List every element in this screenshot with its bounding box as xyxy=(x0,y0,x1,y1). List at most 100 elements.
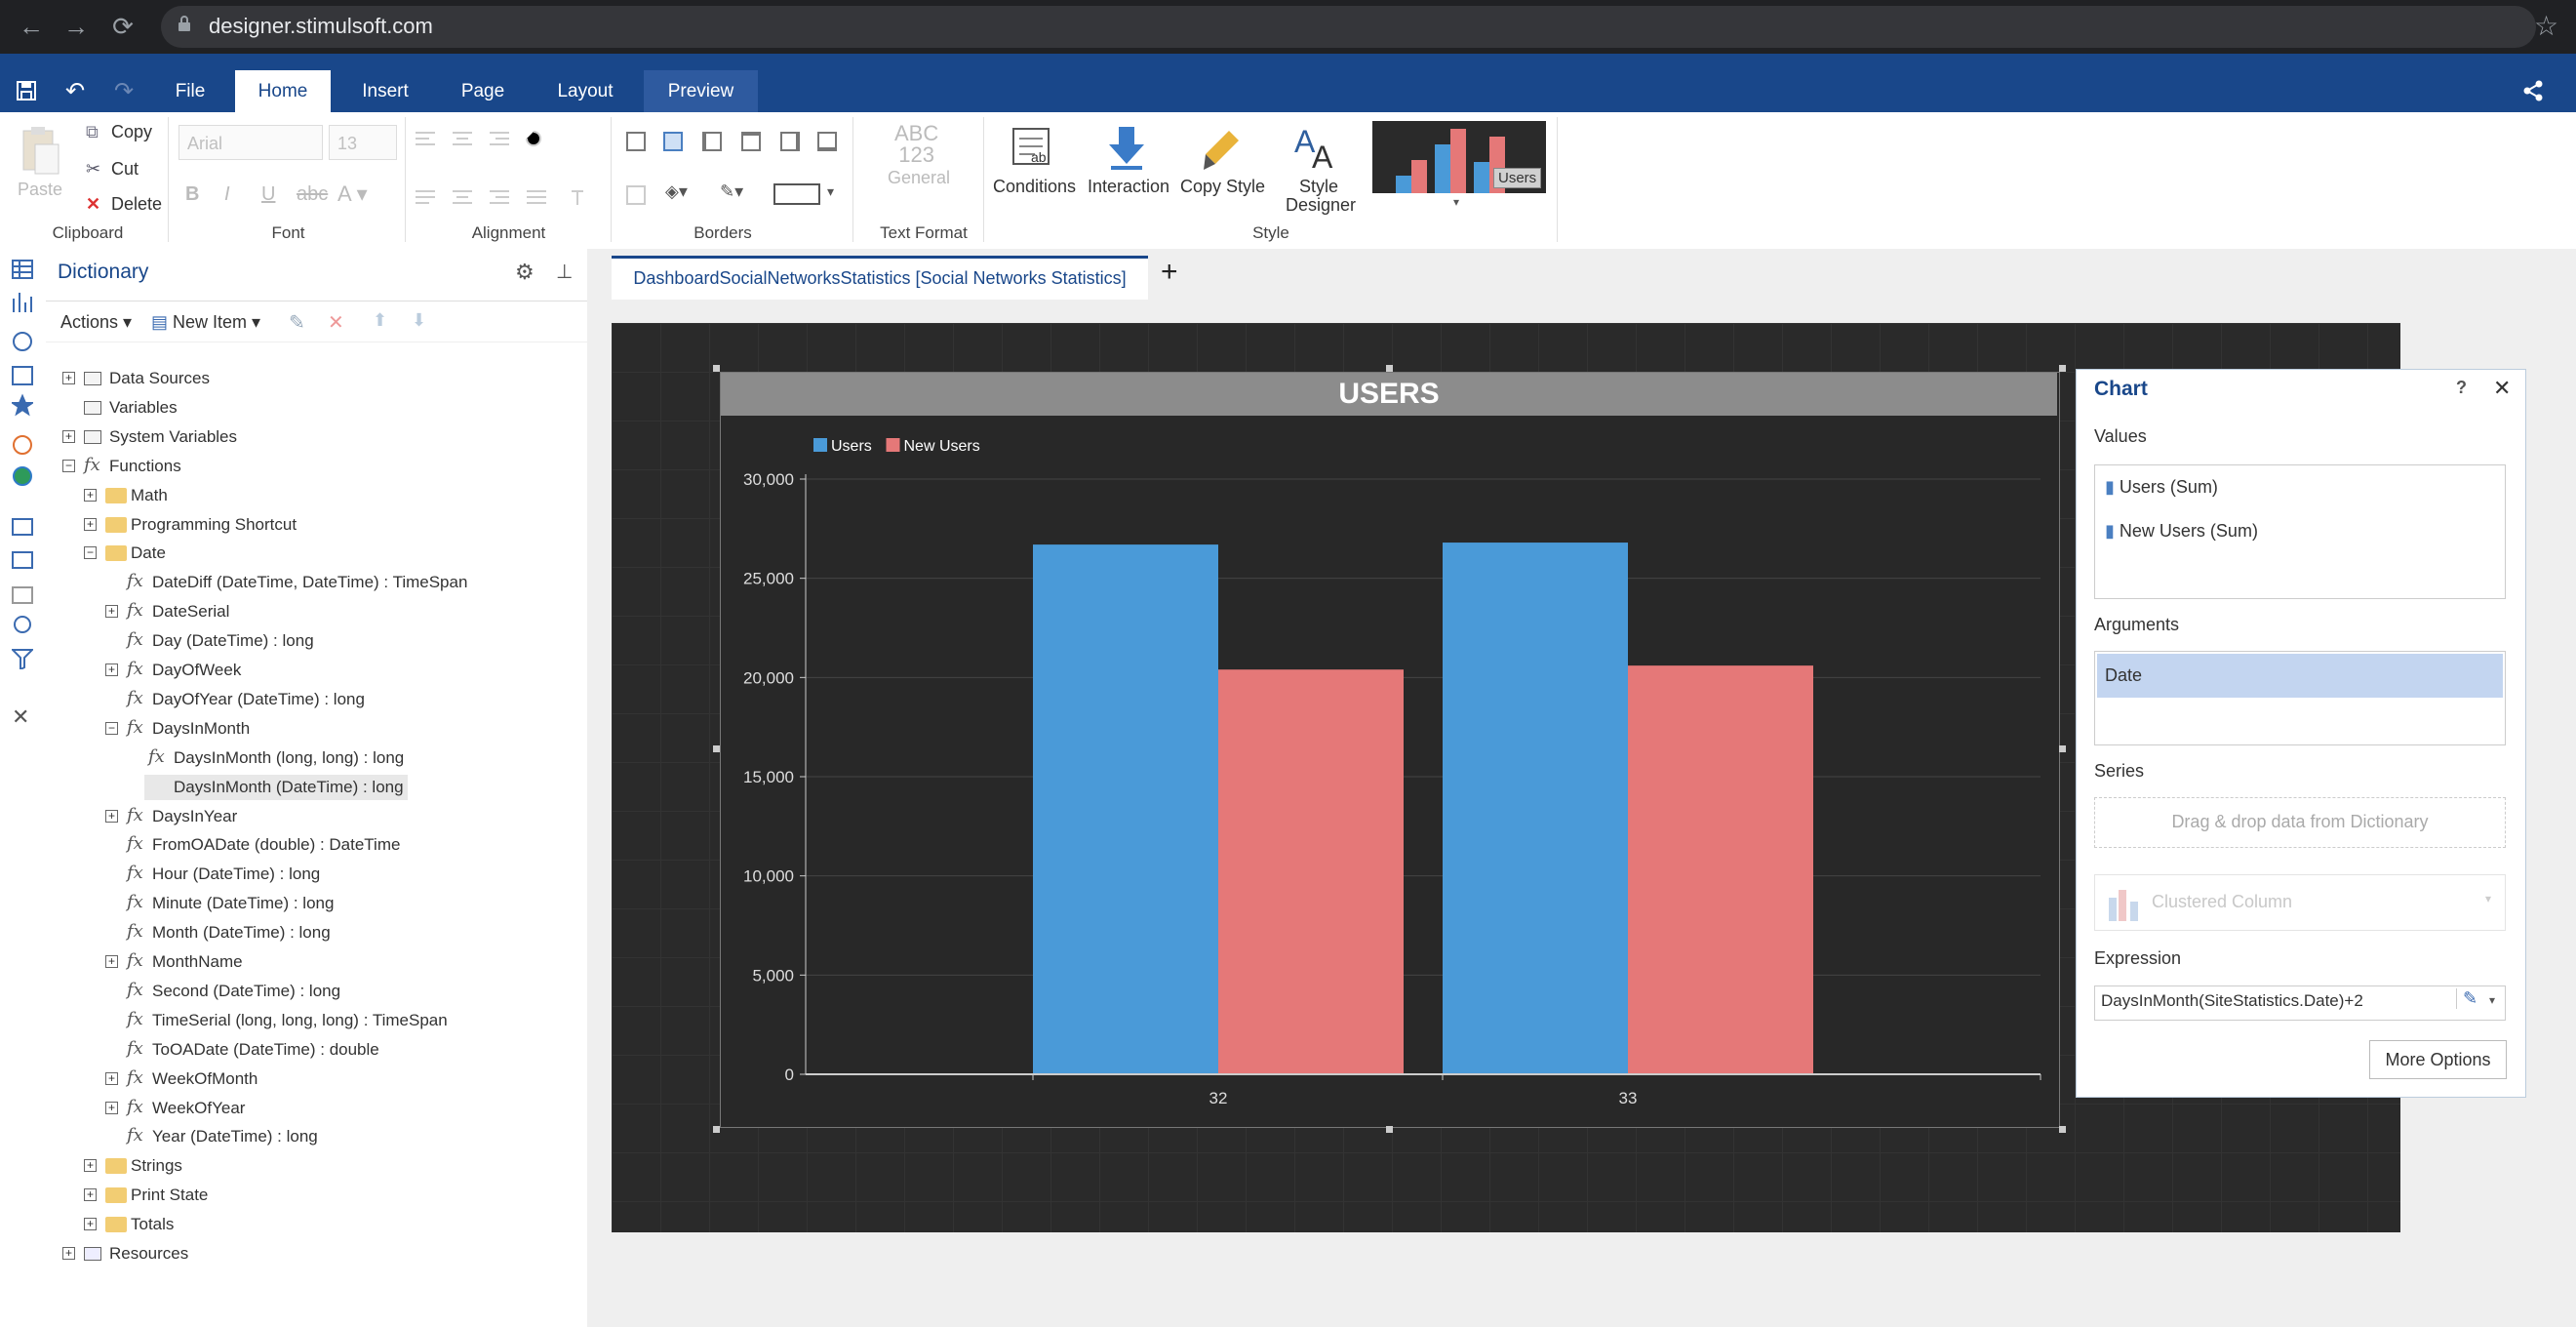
redo-icon[interactable]: ↷ xyxy=(113,78,135,104)
tree-item[interactable]: DaysInYear xyxy=(152,806,238,825)
resize-handle[interactable] xyxy=(2059,1126,2066,1133)
expand-icon[interactable]: + xyxy=(84,1188,97,1202)
argument-item-selected[interactable] xyxy=(2097,654,2503,698)
font-family-select[interactable]: Arial xyxy=(178,125,323,160)
font-size-select[interactable]: 13 xyxy=(329,125,397,160)
tree-item[interactable]: FromOADate (double) : DateTime xyxy=(152,835,401,855)
add-page-button[interactable]: + xyxy=(1161,256,1178,288)
resize-handle[interactable] xyxy=(2059,745,2066,752)
bold-button[interactable]: B xyxy=(185,183,200,205)
tree-item[interactable]: DateSerial xyxy=(152,602,230,622)
style-preview-thumbnail[interactable]: Users xyxy=(1372,121,1546,193)
delete-button[interactable]: ✕ Delete xyxy=(86,194,162,215)
tab-home[interactable]: Home xyxy=(235,70,331,112)
border-top-icon[interactable] xyxy=(741,132,761,151)
expression-dropdown-icon[interactable]: ▾ xyxy=(2489,993,2496,1007)
tab-preview[interactable]: Preview xyxy=(644,70,758,112)
tree-item[interactable]: Day (DateTime) : long xyxy=(152,631,314,651)
tree-item[interactable]: WeekOfYear xyxy=(152,1098,246,1117)
shadow-icon[interactable] xyxy=(626,185,646,205)
dictionary-settings-gear-icon[interactable]: ⚙ xyxy=(515,260,535,284)
tree-item[interactable]: ToOADate (DateTime) : double xyxy=(152,1039,379,1059)
border-style-icon[interactable] xyxy=(773,183,820,205)
expand-icon[interactable]: + xyxy=(84,517,97,531)
save-icon[interactable] xyxy=(10,70,43,112)
border-left-icon[interactable] xyxy=(702,132,722,151)
new-item-button[interactable]: ▤ New Item ▾ xyxy=(151,312,261,332)
collapse-icon[interactable]: − xyxy=(84,546,97,560)
tree-item[interactable]: DaysInMonth (DateTime) : long xyxy=(144,774,408,800)
tab-file[interactable]: File xyxy=(175,81,206,101)
values-item[interactable]: ▮ New Users (Sum) xyxy=(2105,521,2258,542)
collapse-icon[interactable]: − xyxy=(105,721,118,735)
tree-item[interactable]: WeekOfMonth xyxy=(152,1068,258,1088)
expand-icon[interactable]: + xyxy=(84,1218,97,1231)
values-list[interactable] xyxy=(2094,464,2506,599)
actions-menu-button[interactable]: Actions ▾ xyxy=(60,312,133,332)
tree-item[interactable]: Minute (DateTime) : long xyxy=(152,894,335,913)
expand-icon[interactable]: + xyxy=(105,809,118,823)
expand-icon[interactable]: + xyxy=(62,372,75,384)
bookmark-star-icon[interactable]: ☆ xyxy=(2534,11,2559,41)
tree-item[interactable]: Strings xyxy=(131,1156,182,1176)
tree-item[interactable]: DaysInMonth (long, long) : long xyxy=(174,747,405,767)
bar-new-users-33[interactable] xyxy=(1628,665,1813,1074)
style-designer-line2[interactable]: Designer xyxy=(1286,195,1357,215)
tree-item[interactable]: Totals xyxy=(131,1215,175,1234)
resize-handle[interactable] xyxy=(713,365,720,372)
more-options-button[interactable]: More Options xyxy=(2369,1040,2507,1079)
resize-handle[interactable] xyxy=(1386,365,1393,372)
tree-item[interactable]: Programming Shortcut xyxy=(131,514,297,534)
tree-item[interactable]: MonthName xyxy=(152,952,243,971)
forward-icon[interactable]: → xyxy=(63,12,89,41)
expand-icon[interactable]: + xyxy=(84,488,97,502)
tree-item[interactable]: Data Sources xyxy=(109,369,210,387)
series-drop-zone[interactable] xyxy=(2094,797,2506,848)
tree-item[interactable]: Year (DateTime) : long xyxy=(152,1127,318,1146)
move-down-icon[interactable]: ⬇ xyxy=(412,310,427,330)
component-icons[interactable] xyxy=(12,260,33,669)
conditions-button[interactable]: Conditions xyxy=(993,177,1077,196)
underline-button[interactable]: U xyxy=(261,183,276,205)
expand-icon[interactable]: + xyxy=(105,1101,118,1114)
expand-icon[interactable]: + xyxy=(62,429,75,443)
border-none-icon[interactable] xyxy=(663,132,683,151)
tree-item[interactable]: DaysInMonth xyxy=(152,718,251,738)
paste-button[interactable]: Paste xyxy=(18,180,63,199)
expand-icon[interactable]: + xyxy=(62,1247,75,1260)
style-designer-line1[interactable]: Style xyxy=(1299,177,1339,196)
expand-icon[interactable]: + xyxy=(105,955,118,968)
resize-handle[interactable] xyxy=(713,745,720,752)
move-up-icon[interactable]: ⬆ xyxy=(373,310,388,330)
tab-layout[interactable]: Layout xyxy=(557,81,614,101)
cut-button[interactable]: ✂ Cut xyxy=(86,159,139,180)
help-button[interactable]: ? xyxy=(2456,378,2467,397)
back-icon[interactable]: ← xyxy=(19,12,44,41)
italic-button[interactable]: I xyxy=(224,183,230,205)
address-bar[interactable] xyxy=(161,6,2536,48)
expand-icon[interactable]: + xyxy=(105,605,118,619)
chart-type-select[interactable] xyxy=(2094,874,2506,931)
delete-item-icon[interactable]: ✕ xyxy=(328,312,344,334)
expression-input[interactable] xyxy=(2094,985,2506,1021)
border-color-icon[interactable]: ✎▾ xyxy=(720,181,744,201)
interaction-button[interactable]: Interaction xyxy=(1088,177,1170,196)
tree-item[interactable]: Functions xyxy=(109,456,181,475)
tree-item[interactable]: DayOfWeek xyxy=(152,661,242,679)
border-style-dropdown[interactable]: ▾ xyxy=(827,183,835,199)
alignment-icons[interactable] xyxy=(414,129,618,207)
fill-color-icon[interactable]: ◈▾ xyxy=(665,181,688,201)
tree-item[interactable]: Date xyxy=(131,543,166,563)
close-icon[interactable]: ✕ xyxy=(2493,376,2512,400)
text-format-value[interactable]: General xyxy=(888,168,951,187)
values-item[interactable]: ▮ Users (Sum) xyxy=(2105,477,2218,498)
font-color-button[interactable]: A ▾ xyxy=(337,181,368,206)
document-tab[interactable]: DashboardSocialNetworksStatistics [Socia… xyxy=(612,256,1148,300)
bar-users-32[interactable] xyxy=(1033,544,1218,1074)
tree-item[interactable]: Print State xyxy=(131,1186,209,1205)
copy-style-button[interactable]: Copy Style xyxy=(1180,177,1266,196)
copy-button[interactable]: ⧉ Copy xyxy=(86,122,152,142)
tab-insert[interactable]: Insert xyxy=(362,81,409,101)
expand-icon[interactable]: + xyxy=(105,664,118,676)
tree-item[interactable]: Hour (DateTime) : long xyxy=(152,865,321,884)
